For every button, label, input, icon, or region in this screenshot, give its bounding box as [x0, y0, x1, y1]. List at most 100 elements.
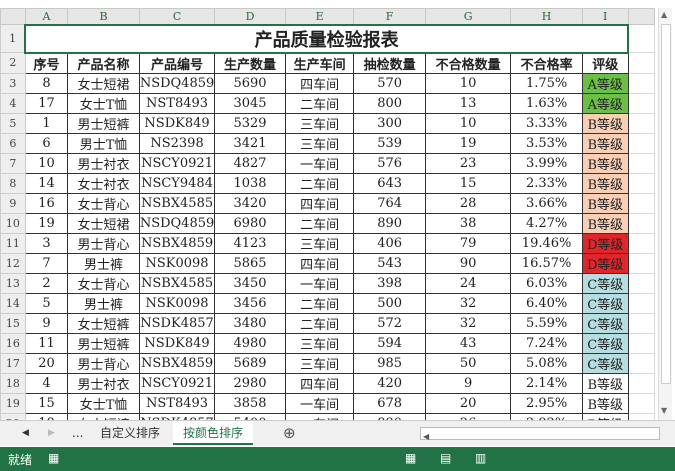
cell[interactable]: 985	[353, 352, 426, 374]
cell[interactable]: 二车间	[284, 172, 355, 194]
cell[interactable]: 3420	[214, 192, 286, 214]
row-header[interactable]: 7	[0, 152, 26, 174]
row-header[interactable]: 6	[0, 132, 26, 154]
column-title[interactable]: 生产车间	[284, 52, 355, 74]
cell[interactable]: 7	[24, 252, 69, 274]
row-header[interactable]: 15	[0, 312, 26, 334]
cell[interactable]: 二车间	[284, 212, 355, 234]
cell[interactable]: 10	[24, 152, 69, 174]
column-header[interactable]: E	[284, 8, 355, 25]
cell[interactable]: 1.63%	[510, 92, 583, 114]
rating-cell[interactable]: B等级	[581, 212, 629, 234]
cell[interactable]: 406	[353, 232, 426, 254]
cell[interactable]: 2	[24, 272, 69, 294]
cell[interactable]	[627, 352, 655, 374]
cell[interactable]: 女士短裙	[67, 212, 140, 234]
cell[interactable]: 543	[353, 252, 426, 274]
row-header[interactable]: 13	[0, 272, 26, 294]
cell[interactable]: 男士衬衣	[67, 372, 140, 394]
cell[interactable]: 3.33%	[510, 112, 583, 134]
cell[interactable]: 398	[353, 272, 426, 294]
rating-cell[interactable]: A等级	[581, 72, 629, 94]
cell[interactable]	[627, 192, 655, 214]
cell[interactable]: 5.59%	[510, 312, 583, 334]
column-header[interactable]: F	[353, 8, 426, 25]
normal-view-icon[interactable]: ▦	[405, 451, 417, 465]
cell[interactable]	[627, 212, 655, 234]
rating-cell[interactable]: C等级	[581, 352, 629, 374]
cell[interactable]	[627, 332, 655, 354]
cell[interactable]: 20	[24, 352, 69, 374]
cell[interactable]: 1.75%	[510, 72, 583, 94]
cell[interactable]: 32	[424, 312, 512, 334]
cell[interactable]: 24	[424, 272, 512, 294]
rating-cell[interactable]: B等级	[581, 192, 629, 214]
cell[interactable]: 5690	[214, 72, 286, 94]
cell[interactable]: 2.95%	[510, 392, 583, 414]
row-header[interactable]: 1	[0, 24, 26, 53]
cell[interactable]	[627, 72, 655, 94]
column-title[interactable]: 产品名称	[67, 52, 140, 74]
cell[interactable]: 500	[353, 292, 426, 314]
row-header[interactable]: 12	[0, 252, 26, 274]
rating-cell[interactable]: C等级	[581, 292, 629, 314]
cell[interactable]: 男士短裤	[67, 332, 140, 354]
row-header[interactable]: 20	[0, 412, 26, 420]
cell[interactable]: 3.66%	[510, 192, 583, 214]
next-sheet-icon[interactable]: ▶	[48, 428, 55, 438]
cell[interactable]: 4.27%	[510, 212, 583, 234]
cell[interactable]	[627, 252, 655, 274]
cell[interactable]: 男士裤	[67, 252, 140, 274]
cell[interactable]: 男士裤	[67, 292, 140, 314]
cell[interactable]: 3456	[214, 292, 286, 314]
cell[interactable]: 6.03%	[510, 272, 583, 294]
cell[interactable]: 17	[24, 92, 69, 114]
column-header[interactable]	[627, 8, 655, 25]
cell[interactable]: 26	[424, 412, 512, 420]
cell[interactable]: NSBX4585	[138, 272, 216, 294]
cell[interactable]: 男士T恤	[67, 132, 140, 154]
cell[interactable]: 三车间	[284, 352, 355, 374]
cell[interactable]: 二车间	[284, 412, 355, 420]
cell[interactable]: 15	[424, 172, 512, 194]
cell[interactable]: 1038	[214, 172, 286, 194]
prev-sheet-icon[interactable]: ◀	[22, 428, 29, 438]
cell[interactable]: 572	[353, 312, 426, 334]
cell[interactable]: 2.14%	[510, 372, 583, 394]
row-header[interactable]: 4	[0, 92, 26, 114]
row-header[interactable]: 3	[0, 72, 26, 94]
column-header[interactable]: D	[214, 8, 286, 25]
cell[interactable]	[627, 132, 655, 154]
cell[interactable]: NSDK4857	[138, 312, 216, 334]
cell[interactable]: 643	[353, 172, 426, 194]
rating-cell[interactable]: B等级	[581, 392, 629, 414]
cell[interactable]: 二车间	[284, 292, 355, 314]
cell[interactable]: 女士背心	[67, 272, 140, 294]
cell[interactable]: NSDK4857	[138, 412, 216, 420]
row-header[interactable]: 19	[0, 392, 26, 414]
cell[interactable]	[627, 92, 655, 114]
cell[interactable]	[627, 392, 655, 414]
cell[interactable]: 890	[353, 212, 426, 234]
column-header[interactable]: H	[510, 8, 583, 25]
cell[interactable]: 四车间	[284, 192, 355, 214]
cell[interactable]: 8	[24, 72, 69, 94]
column-header[interactable]: G	[424, 8, 512, 25]
cell[interactable]: 一车间	[284, 272, 355, 294]
cell[interactable]	[627, 372, 655, 394]
cell[interactable]: 5.08%	[510, 352, 583, 374]
cell[interactable]: 5400	[214, 412, 286, 420]
cell[interactable]: 三车间	[284, 332, 355, 354]
cell[interactable]: 3858	[214, 392, 286, 414]
cell[interactable]: 3	[24, 232, 69, 254]
scroll-left-icon[interactable]: ◀	[423, 432, 430, 441]
rating-cell[interactable]: B等级	[581, 412, 629, 420]
cell[interactable]: 三车间	[284, 112, 355, 134]
cell[interactable]: 女士T恤	[67, 392, 140, 414]
cell[interactable]: 764	[353, 192, 426, 214]
column-header[interactable]: A	[24, 8, 69, 25]
cell[interactable]: 15	[24, 392, 69, 414]
cell[interactable]: 三车间	[284, 132, 355, 154]
cell[interactable]: 5329	[214, 112, 286, 134]
cell[interactable]: NSDQ4859	[138, 72, 216, 94]
